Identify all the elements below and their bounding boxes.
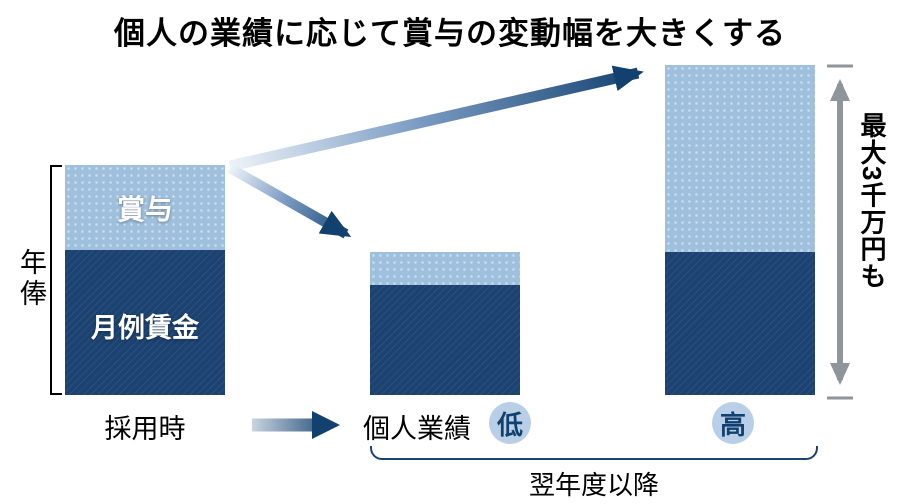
max-amount-label: 最大3千万円も (857, 112, 887, 290)
bar-performance-low (370, 252, 520, 395)
at-hiring-label: 採用時 (104, 414, 186, 444)
annual-salary-label: 年俸 (16, 248, 46, 310)
arrow-to-low-icon (227, 163, 352, 239)
bar-performance-high (665, 65, 815, 395)
annual-salary-bracket (50, 165, 62, 395)
performance-high-badge: 高 (712, 402, 754, 444)
bar-at-hiring-wage-segment (65, 250, 225, 395)
monthly-wage-label: 月例賃金 (91, 313, 199, 343)
bonus-label: 賞与 (116, 194, 173, 225)
bar-at-hiring-bonus-segment (65, 165, 225, 250)
next-year-bracket (370, 446, 818, 460)
next-year-label: 翌年度以降 (528, 470, 659, 500)
bar-performance-high-bonus-segment (665, 65, 815, 252)
chart-title: 個人の業績に応じて賞与の変動幅を大きくする (114, 16, 786, 51)
transition-arrow-icon (312, 411, 340, 439)
performance-low-badge: 低 (489, 402, 531, 444)
bar-at-hiring (65, 165, 225, 395)
arrow-to-high-icon (228, 65, 644, 172)
individual-performance-label: 個人業績 (363, 414, 471, 444)
bar-performance-low-wage-segment (370, 285, 520, 395)
bar-performance-high-wage-segment (665, 252, 815, 395)
bar-performance-low-bonus-segment (370, 252, 520, 285)
